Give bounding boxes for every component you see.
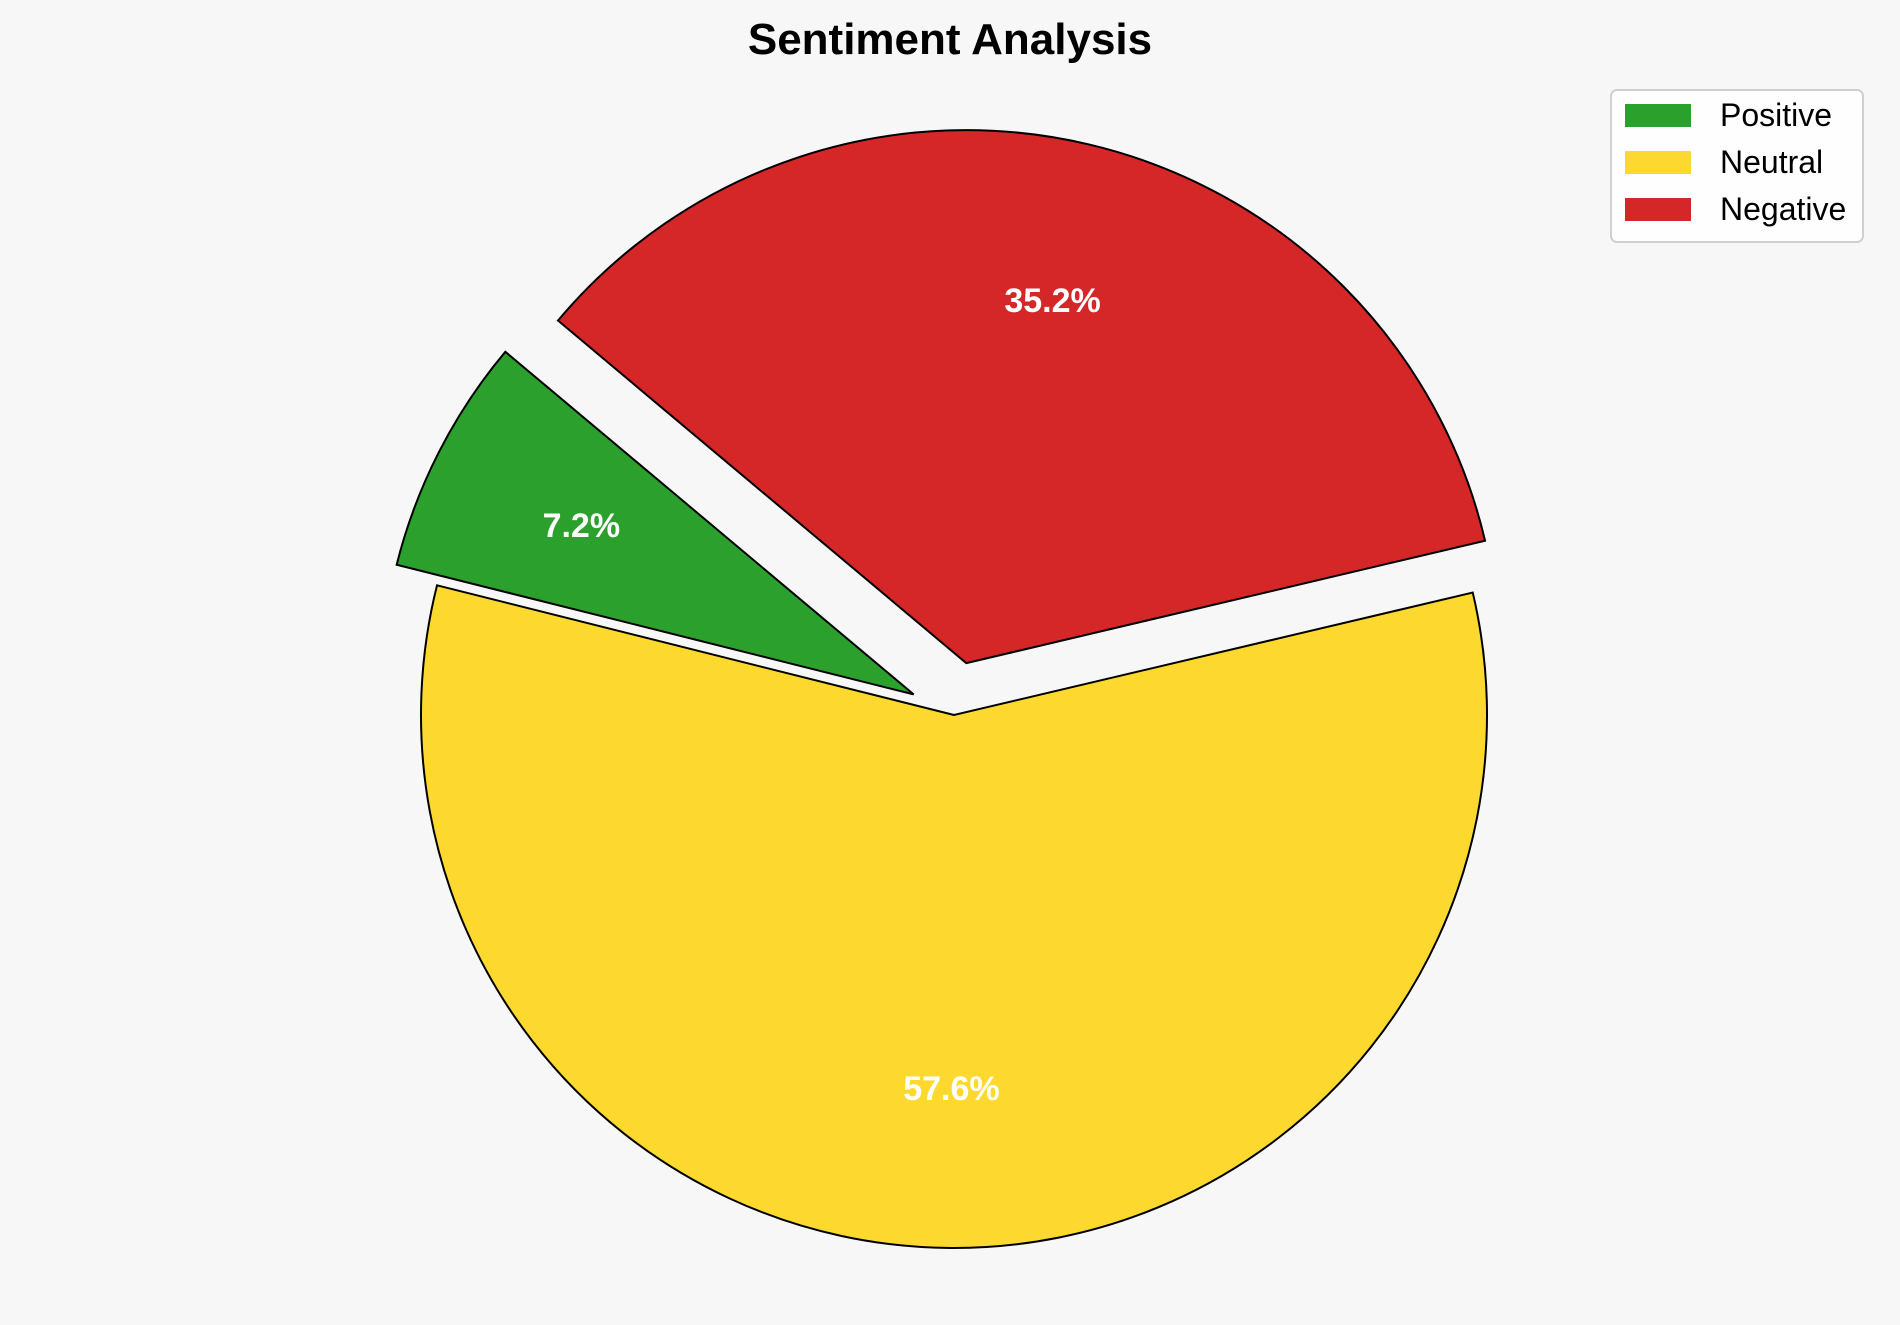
legend-label-negative: Negative — [1720, 191, 1846, 227]
legend-swatch-positive — [1625, 104, 1691, 127]
pie-label-neutral: 57.6% — [903, 1070, 999, 1108]
legend-label-neutral: Neutral — [1720, 144, 1823, 180]
pie-slices — [395, 129, 1488, 1249]
legend: Positive Neutral Negative — [1610, 89, 1864, 243]
pie-label-negative: 35.2% — [1004, 282, 1100, 320]
chart-title: Sentiment Analysis — [748, 15, 1152, 64]
pie-slice-negative — [556, 129, 1487, 665]
pie-labels: 7.2% 57.6% 35.2% — [543, 282, 1101, 1108]
legend-swatch-neutral — [1625, 151, 1691, 174]
pie-slice-neutral — [420, 584, 1488, 1249]
legend-label-positive: Positive — [1720, 97, 1832, 133]
legend-swatch-negative — [1625, 198, 1691, 221]
pie-slice-positive — [395, 350, 915, 696]
pie-label-positive: 7.2% — [543, 507, 621, 545]
